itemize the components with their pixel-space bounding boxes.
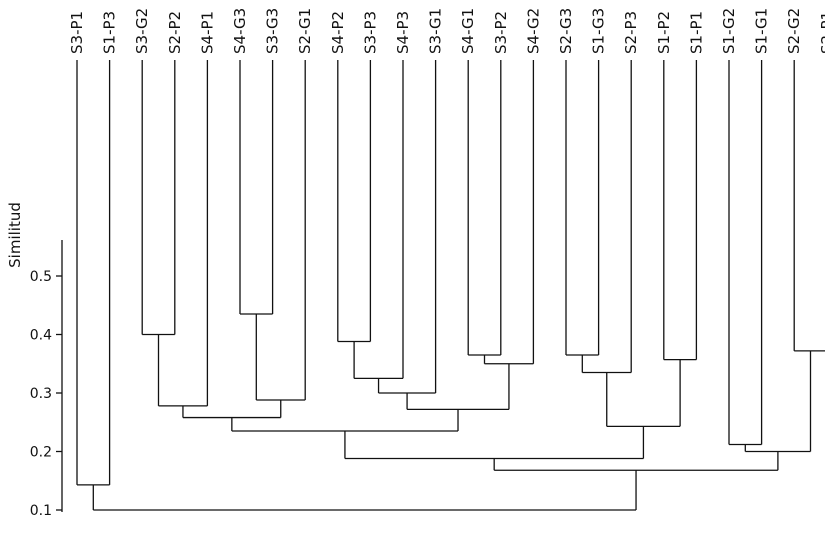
leaf-label: S4-P2 (329, 11, 347, 54)
leaf-label: S1-P3 (101, 11, 119, 54)
leaf-label: S1-P1 (687, 11, 705, 54)
leaf-label: S1-G2 (720, 8, 738, 54)
leaf-label: S4-G2 (524, 8, 542, 54)
y-axis-label: Similitud (6, 202, 24, 268)
leaf-label: S3-G2 (133, 8, 151, 54)
leaf-label: S4-P3 (394, 11, 412, 54)
leaf-label: S2-G3 (557, 8, 575, 54)
leaf-label: S3-G1 (427, 8, 445, 54)
y-ticks: 0.1 0.2 0.3 0.4 0.5 (30, 269, 62, 519)
leaf-label: S4-G1 (459, 8, 477, 54)
dendrogram-links (76, 60, 825, 511)
leaf-label: S2-P1 (818, 11, 825, 54)
leaf-label: S2-P3 (622, 11, 640, 54)
leaf-labels: S3-P1 S1-P3 S3-G2 S2-P2 S4-P1 S4-G3 S3-G3 S2-G1… (68, 8, 825, 54)
leaf-label: S3-P1 (68, 11, 86, 54)
y-tick-label: 0.3 (30, 386, 52, 402)
leaf-label: S2-G2 (785, 8, 803, 54)
leaf-label: S2-P2 (166, 11, 184, 54)
leaf-label: S3-P3 (361, 11, 379, 54)
y-tick-label: 0.5 (30, 269, 52, 285)
y-tick-label: 0.2 (30, 445, 52, 461)
leaf-label: S1-P2 (655, 11, 673, 54)
leaf-label: S3-G3 (264, 8, 282, 54)
leaf-label: S2-G1 (296, 8, 314, 54)
leaf-label: S4-P1 (198, 11, 216, 54)
leaf-label: S4-G3 (231, 8, 249, 54)
leaf-label: S1-G3 (590, 8, 608, 54)
y-tick-label: 0.4 (30, 328, 52, 344)
y-tick-label: 0.1 (30, 503, 52, 519)
leaf-label: S3-P2 (492, 11, 510, 54)
leaf-label: S1-G1 (753, 8, 771, 54)
